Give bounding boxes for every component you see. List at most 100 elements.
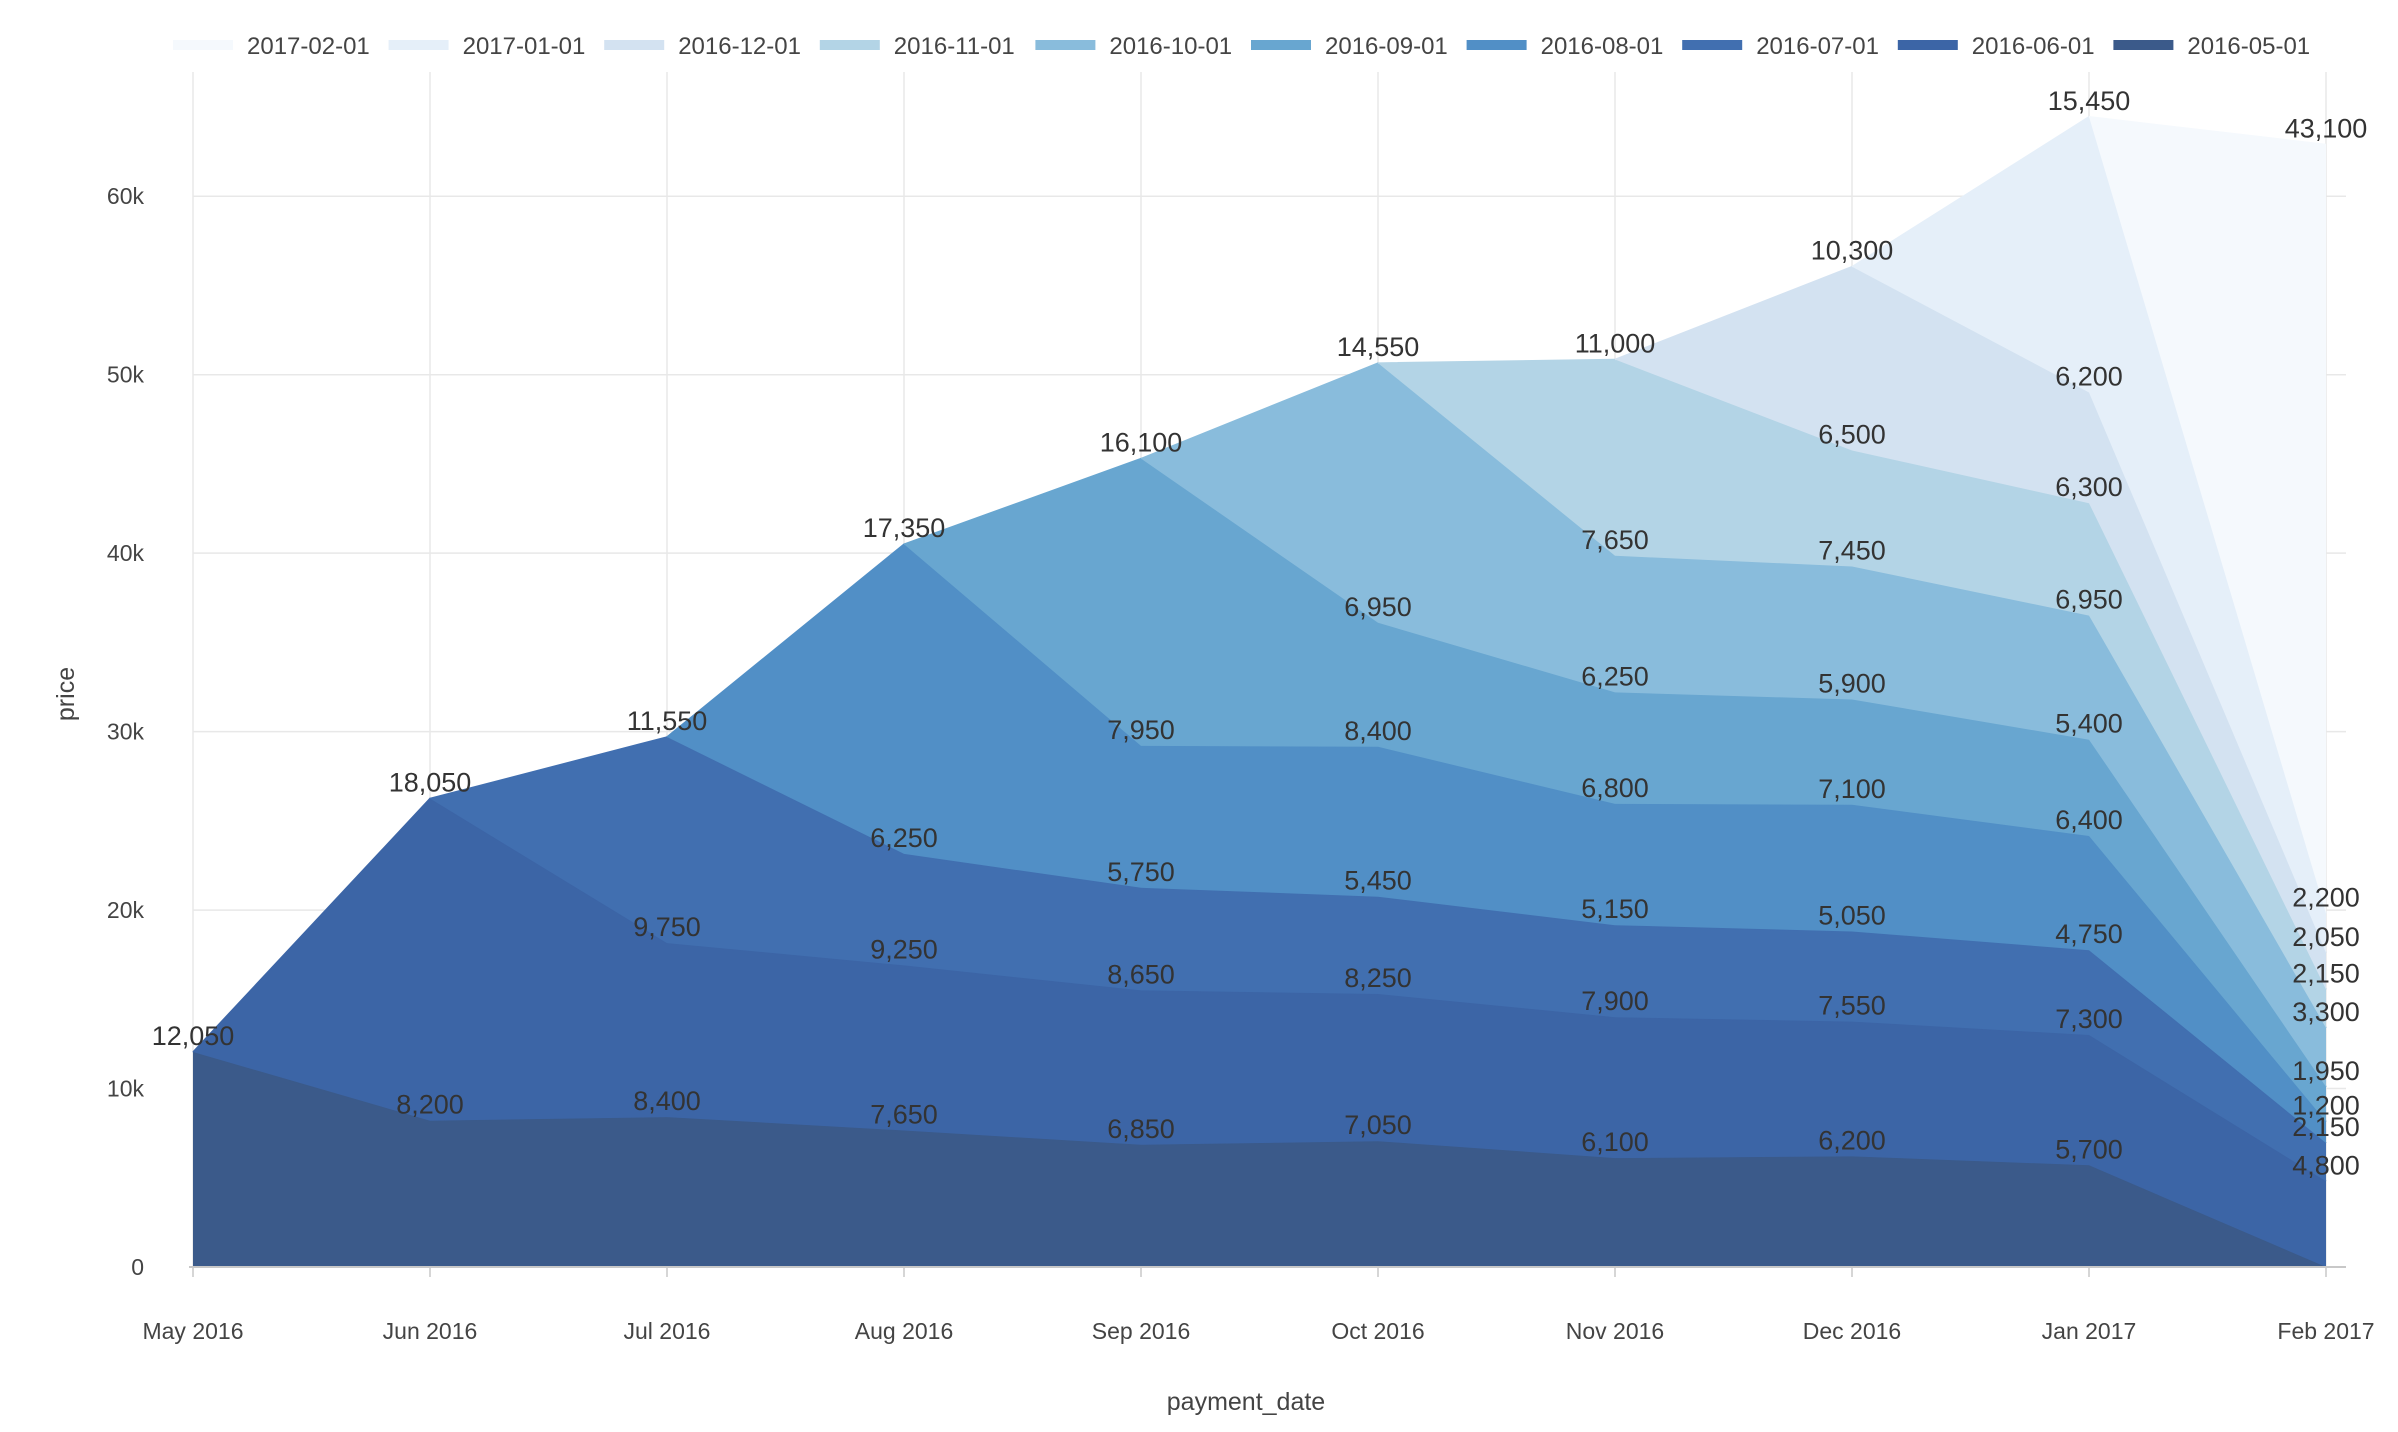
data-label-layer: 12,050 8,200 8,400 7,650 6,850 7,050 6,100 6,20… bbox=[152, 86, 2368, 1181]
area-series-2016-05-01[interactable] bbox=[193, 1052, 2326, 1267]
data-label-2016-11-01: 11,000 bbox=[1575, 329, 1656, 359]
data-label-2016-05-01: 12,050 bbox=[152, 1021, 235, 1051]
legend-swatch-2016-12-01[interactable] bbox=[604, 40, 665, 50]
legend-label-2016-12-01[interactable]: 2016-12-01 bbox=[678, 33, 801, 60]
x-tick-label: Nov 2016 bbox=[1566, 1318, 1664, 1344]
x-tick-label: Jan 2017 bbox=[2042, 1318, 2137, 1344]
y-tick-label: 10k bbox=[107, 1076, 145, 1102]
data-label-2016-08-01: 17,350 bbox=[863, 513, 946, 543]
data-label-2017-01-01: 2,200 bbox=[2292, 883, 2360, 913]
data-label-2016-05-01: 7,650 bbox=[870, 1099, 938, 1129]
area-series-2016-09-01[interactable] bbox=[904, 458, 2326, 1122]
x-tick-label: Dec 2016 bbox=[1803, 1318, 1901, 1344]
legend-swatch-2016-05-01[interactable] bbox=[2113, 40, 2174, 50]
legend-swatch-2016-08-01[interactable] bbox=[1466, 40, 1527, 50]
legend-label-2016-10-01[interactable]: 2016-10-01 bbox=[1109, 33, 1232, 60]
data-label-2016-07-01: 5,450 bbox=[1344, 866, 1412, 896]
data-label-2016-09-01: 16,100 bbox=[1100, 428, 1183, 458]
y-tick-label: 0 bbox=[131, 1254, 144, 1280]
y-tick-label: 30k bbox=[107, 719, 145, 745]
data-label-2016-09-01: 1,950 bbox=[2292, 1056, 2360, 1086]
y-tick-label: 50k bbox=[107, 362, 145, 388]
x-tick-label: Aug 2016 bbox=[855, 1318, 953, 1344]
area-series-2016-07-01[interactable] bbox=[430, 737, 2326, 1182]
data-label-2016-07-01: 5,750 bbox=[1107, 857, 1175, 887]
legend-swatch-2016-11-01[interactable] bbox=[819, 40, 880, 50]
data-label-2016-06-01: 18,050 bbox=[389, 768, 472, 798]
legend-label-2016-11-01[interactable]: 2016-11-01 bbox=[894, 33, 1015, 60]
legend: 2017-02-01 2017-01-01 2016-12-01 2016-11-01… bbox=[173, 33, 2310, 60]
data-label-2016-08-01: 7,100 bbox=[1818, 774, 1886, 804]
data-label-2016-10-01: 14,550 bbox=[1337, 332, 1420, 362]
area-series-2017-01-01[interactable] bbox=[1852, 116, 2326, 953]
area-series-2016-08-01[interactable] bbox=[667, 544, 2326, 1143]
data-label-2016-05-01: 5,700 bbox=[2055, 1134, 2123, 1164]
data-label-2016-06-01: 9,250 bbox=[870, 934, 938, 964]
y-tick-label: 20k bbox=[107, 897, 145, 923]
axis-layer: 0 10k 20k 30k 40k 50k 60k May 2016 Jun 2016 Jul 2… bbox=[107, 183, 2375, 1344]
x-tick-label: Jun 2016 bbox=[383, 1318, 478, 1344]
legend-swatch-2016-10-01[interactable] bbox=[1035, 40, 1096, 50]
data-label-2016-05-01: 7,050 bbox=[1344, 1110, 1412, 1140]
data-label-2016-06-01: 7,550 bbox=[1818, 991, 1886, 1021]
y-tick-label: 60k bbox=[107, 183, 145, 209]
area-boundary-2017-02-01 bbox=[2088, 116, 2327, 146]
data-label-2016-08-01: 7,950 bbox=[1107, 715, 1175, 745]
data-label-2016-12-01: 2,050 bbox=[2292, 922, 2360, 952]
legend-label-2016-05-01[interactable]: 2016-05-01 bbox=[2187, 33, 2310, 60]
x-tick-label: Oct 2016 bbox=[1331, 1318, 1424, 1344]
x-tick-label: Feb 2017 bbox=[2277, 1318, 2374, 1344]
data-label-2016-10-01: 7,450 bbox=[1818, 536, 1886, 566]
x-tick-label: Sep 2016 bbox=[1092, 1318, 1190, 1344]
x-axis-title: payment_date bbox=[1167, 1388, 1325, 1416]
legend-swatch-2017-01-01[interactable] bbox=[388, 40, 449, 50]
data-label-2016-07-01: 2,150 bbox=[2292, 1112, 2360, 1142]
data-label-2016-07-01: 4,750 bbox=[2055, 919, 2123, 949]
y-tick-label: 40k bbox=[107, 540, 145, 566]
data-label-2016-06-01: 7,900 bbox=[1581, 986, 1649, 1016]
legend-label-2017-02-01[interactable]: 2017-02-01 bbox=[247, 33, 370, 60]
data-label-2016-07-01: 5,150 bbox=[1581, 894, 1649, 924]
area-series-2016-10-01[interactable] bbox=[1141, 363, 2326, 1087]
data-label-2016-05-01: 6,100 bbox=[1581, 1127, 1649, 1157]
data-label-2016-12-01: 10,300 bbox=[1811, 236, 1894, 266]
data-label-2016-09-01: 5,900 bbox=[1818, 668, 1886, 698]
data-label-2016-10-01: 3,300 bbox=[2292, 997, 2360, 1027]
legend-swatch-2016-09-01[interactable] bbox=[1251, 40, 1311, 50]
data-label-2016-11-01: 6,500 bbox=[1818, 420, 1886, 450]
data-label-2016-06-01: 9,750 bbox=[633, 912, 701, 942]
data-label-2016-08-01: 6,400 bbox=[2055, 805, 2123, 835]
y-axis-title: price bbox=[52, 667, 80, 721]
legend-label-2017-01-01[interactable]: 2017-01-01 bbox=[463, 33, 586, 60]
data-label-2016-11-01: 6,300 bbox=[2055, 472, 2123, 502]
data-label-2016-09-01: 6,250 bbox=[1581, 661, 1649, 691]
x-tick-label: May 2016 bbox=[142, 1318, 243, 1344]
area-series-2017-02-01[interactable] bbox=[2089, 116, 2326, 914]
data-label-2016-10-01: 6,950 bbox=[2055, 585, 2123, 615]
legend-swatch-2017-02-01[interactable] bbox=[173, 40, 233, 50]
legend-swatch-2016-06-01[interactable] bbox=[1897, 40, 1958, 50]
data-label-2017-01-01: 15,450 bbox=[2048, 86, 2131, 116]
data-label-2016-06-01: 4,800 bbox=[2292, 1150, 2360, 1180]
area-series-2016-06-01[interactable] bbox=[193, 798, 2326, 1268]
legend-label-2016-09-01[interactable]: 2016-09-01 bbox=[1325, 33, 1448, 60]
data-label-2016-11-01: 2,150 bbox=[2292, 958, 2360, 988]
data-label-2016-08-01: 8,400 bbox=[1344, 716, 1412, 746]
data-label-2016-08-01: 6,800 bbox=[1581, 773, 1649, 803]
data-label-2016-08-01: 1,200 bbox=[2292, 1091, 2360, 1121]
legend-swatch-2016-07-01[interactable] bbox=[1682, 40, 1743, 50]
data-label-2016-09-01: 5,400 bbox=[2055, 709, 2123, 739]
data-label-2016-07-01: 11,550 bbox=[627, 706, 708, 736]
legend-label-2016-08-01[interactable]: 2016-08-01 bbox=[1541, 33, 1664, 60]
legend-label-2016-07-01[interactable]: 2016-07-01 bbox=[1756, 33, 1879, 60]
area-series-2016-12-01[interactable] bbox=[1615, 266, 2326, 990]
legend-label-2016-06-01[interactable]: 2016-06-01 bbox=[1972, 33, 2095, 60]
data-label-2016-12-01: 6,200 bbox=[2055, 362, 2123, 392]
area-series-2016-11-01[interactable] bbox=[1378, 359, 2326, 1028]
data-label-2016-09-01: 6,950 bbox=[1344, 592, 1412, 622]
data-label-2016-07-01: 6,250 bbox=[870, 823, 938, 853]
data-label-2016-06-01: 8,650 bbox=[1107, 959, 1175, 989]
data-label-2016-05-01: 8,400 bbox=[633, 1086, 701, 1116]
